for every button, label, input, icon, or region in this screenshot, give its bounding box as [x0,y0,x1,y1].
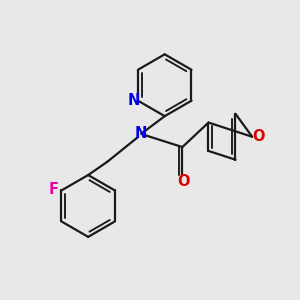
Text: N: N [127,93,140,108]
Text: O: O [252,129,265,144]
Text: O: O [178,174,190,189]
Text: F: F [48,182,58,196]
Text: N: N [135,126,147,141]
